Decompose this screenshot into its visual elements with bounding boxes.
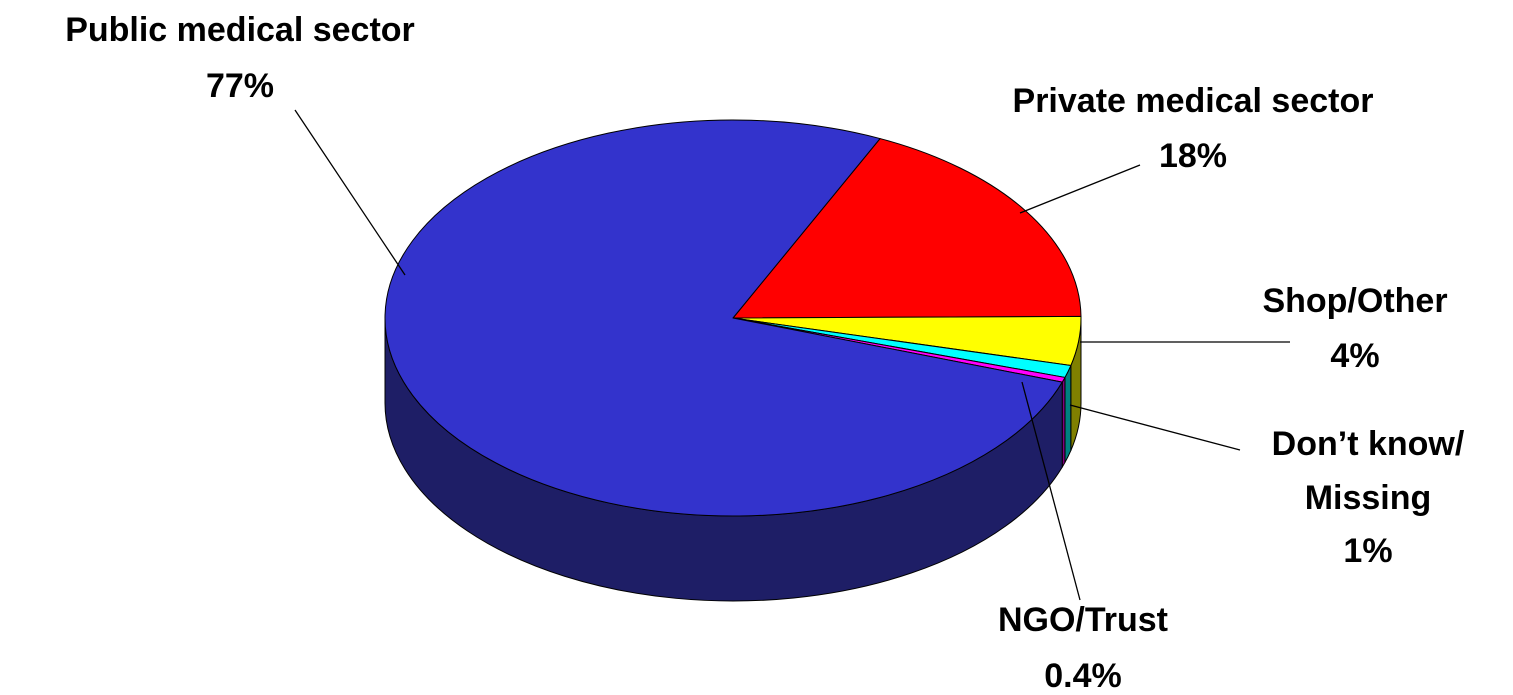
slice-label: Don’t know/Missing: [1272, 425, 1465, 517]
slice-label: Public medical sector: [65, 11, 415, 49]
leader-line: [1069, 404, 1241, 451]
value-label: 18%: [1159, 137, 1227, 175]
value-label: 77%: [206, 67, 274, 105]
slice-label: Shop/Other: [1262, 282, 1447, 320]
leader-line: [1021, 381, 1081, 601]
value-label: 0.4%: [1044, 657, 1122, 695]
slice-side: [1064, 365, 1072, 463]
value-label: 1%: [1343, 532, 1392, 570]
leader-line: [1019, 164, 1141, 214]
slice-label: Private medical sector: [1013, 82, 1374, 120]
value-label: 4%: [1330, 337, 1379, 375]
leader-line: [294, 109, 406, 276]
pie: [384, 119, 1082, 602]
slice: [384, 119, 1063, 517]
slice-label: NGO/Trust: [998, 601, 1168, 639]
